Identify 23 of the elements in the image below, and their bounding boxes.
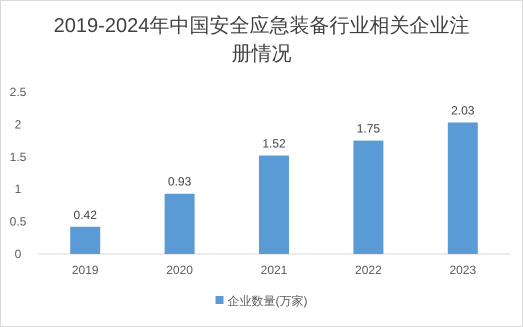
chart-title: 2019-2024年中国安全应急装备行业相关企业注册情况 <box>54 15 470 65</box>
x-tick-label: 2023 <box>449 263 476 277</box>
x-tick-label: 2022 <box>355 263 382 277</box>
data-label: 2.03 <box>451 103 475 118</box>
x-tick-label: 2021 <box>260 263 288 277</box>
bar <box>448 122 478 254</box>
x-tick-label: 2020 <box>166 263 194 277</box>
x-tick-label: 2019 <box>72 263 99 277</box>
data-label: 0.42 <box>74 208 98 222</box>
bar <box>353 140 384 254</box>
data-label: 1.75 <box>356 122 380 136</box>
y-tick-label: 1.5 <box>10 150 27 164</box>
bar <box>164 194 195 254</box>
bar <box>70 226 100 254</box>
y-tick-label: 2 <box>14 117 22 132</box>
legend-label: 企业数量(万家) <box>228 294 308 308</box>
y-tick-label: 2.5 <box>10 85 27 99</box>
y-tick-label: 0.5 <box>10 214 27 229</box>
bar <box>259 156 289 254</box>
y-tick-label: 1 <box>14 182 22 196</box>
data-label: 0.93 <box>168 174 192 189</box>
data-label: 1.52 <box>262 136 286 151</box>
y-tick-label: 0 <box>14 247 22 261</box>
